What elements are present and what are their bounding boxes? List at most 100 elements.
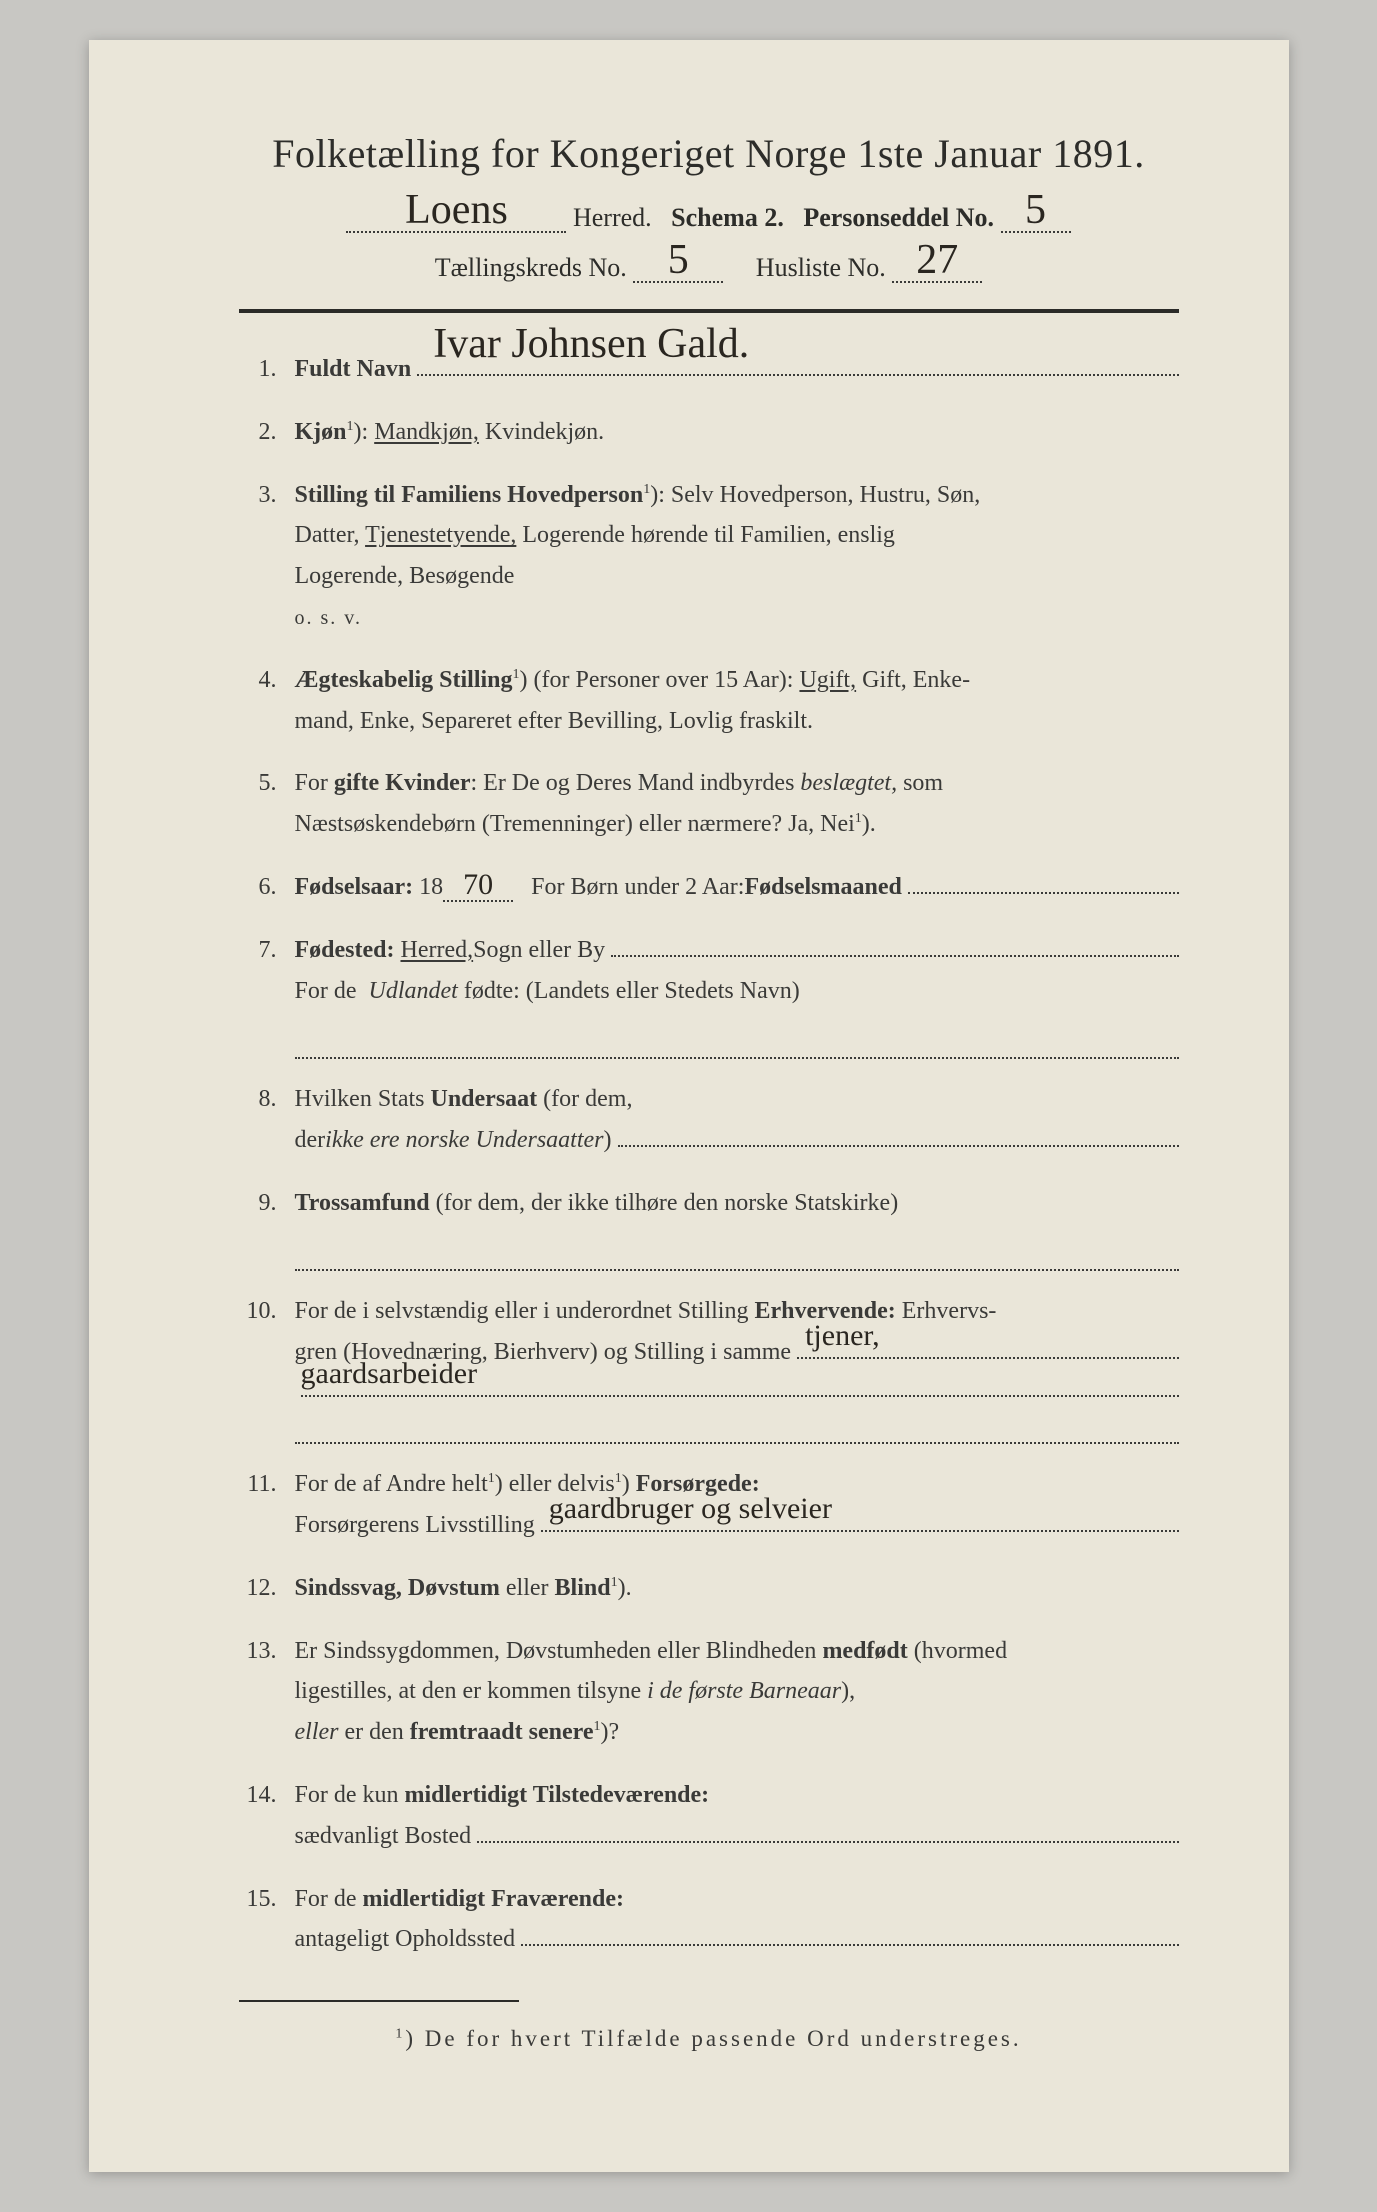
item-3-line2b: Logerende hørende til Familien, enslig <box>516 522 895 548</box>
item-3-rest1: Selv Hovedperson, Hustru, Søn, <box>671 482 980 508</box>
item-5-bold: gifte Kvinder <box>334 770 471 796</box>
item-5-ital: beslægtet, <box>800 770 897 796</box>
item-7-ital: Udlandet <box>369 978 458 1004</box>
divider-thin <box>239 2000 519 2002</box>
census-form-page: Folketælling for Kongeriget Norge 1ste J… <box>89 40 1289 2172</box>
item-14-bold: midlertidigt Tilstedeværende: <box>405 1782 710 1808</box>
sup-1: 1 <box>855 811 862 826</box>
item-7-line2a: For de <box>295 978 363 1004</box>
item-8-bold: Undersaat <box>431 1086 538 1112</box>
item-2: 2. Kjøn1): Mandkjøn, Kvindekjøn. <box>239 412 1179 453</box>
item-15: 15. For de midlertidigt Fraværende: anta… <box>239 1879 1179 1961</box>
item-num: 5. <box>239 763 295 804</box>
item-3-line2a: Datter, <box>295 522 366 548</box>
item-13-bold1: medfødt <box>822 1638 907 1664</box>
sup-1: 1 <box>513 667 520 682</box>
opt-kvindekjon: Kvindekjøn. <box>485 419 604 445</box>
opt-ugift: Ugift, <box>799 667 856 693</box>
personseddel-no-hw: 5 <box>1019 189 1052 231</box>
item-12-bold2: Blind <box>555 1575 611 1601</box>
item-4-label: Ægteskabelig Stilling <box>295 667 513 693</box>
kreds-no-hw: 5 <box>662 239 695 281</box>
item-num: 13. <box>239 1631 295 1672</box>
item-13-ital: i de første Barneaar <box>647 1678 841 1704</box>
footnote: 1) De for hvert Tilfælde passende Ord un… <box>239 2026 1179 2052</box>
item-4-line2: mand, Enke, Separeret efter Bevilling, L… <box>295 708 814 734</box>
item-7-rest: Sogn eller By <box>473 930 605 971</box>
item-13-line1b: (hvormed <box>908 1638 1007 1664</box>
item-6-bold2: Fødselsmaaned <box>744 867 901 908</box>
item-13-line2b: ), <box>841 1678 855 1704</box>
item-9-blank-line <box>295 1245 1179 1271</box>
item-11-line2: Forsørgerens Livsstilling <box>295 1505 535 1546</box>
item-13-line3a: eller <box>295 1719 339 1745</box>
opt-mandkjon: Mandkjøn, <box>374 419 479 445</box>
sup-1: 1 <box>488 1471 495 1486</box>
item-num: 11. <box>239 1464 295 1505</box>
form-items: 1. Fuldt Navn Ivar Johnsen Gald. 2. Kjøn… <box>239 349 1179 1960</box>
item-3: 3. Stilling til Familiens Hovedperson1):… <box>239 475 1179 638</box>
sup-1: 1 <box>347 419 354 434</box>
item-num: 12. <box>239 1568 295 1609</box>
item-7-blank-line <box>295 1033 1179 1059</box>
item-num: 14. <box>239 1775 295 1816</box>
item-4: 4. Ægteskabelig Stilling1) (for Personer… <box>239 660 1179 742</box>
item-5-end: ). <box>862 811 876 837</box>
schema-label: Schema 2. <box>671 203 784 232</box>
item-8-line1a: Hvilken Stats <box>295 1086 431 1112</box>
item-12: 12. Sindssvag, Døvstum eller Blind1). <box>239 1568 1179 1609</box>
personseddel-label: Personseddel No. <box>803 203 994 232</box>
header-line-2: Loens Herred. Schema 2. Personseddel No.… <box>239 189 1179 233</box>
item-14-line1a: For de kun <box>295 1782 405 1808</box>
item-num: 3. <box>239 475 295 516</box>
husliste-label: Husliste No. <box>756 253 886 282</box>
footnote-text: ) De for hvert Tilfælde passende Ord und… <box>405 2026 1021 2051</box>
item-num: 2. <box>239 412 295 453</box>
item-5-lead: For <box>295 770 334 796</box>
item-15-line2: antageligt Opholdssted <box>295 1919 516 1960</box>
item-10-hw1: tjener, <box>805 1310 880 1361</box>
item-5: 5. For gifte Kvinder: Er De og Deres Man… <box>239 763 1179 845</box>
footnote-sup: 1 <box>395 2026 405 2041</box>
item-3-label: Stilling til Familiens Hovedperson <box>295 482 644 508</box>
item-10-line1b: Erhvervs- <box>896 1298 997 1324</box>
colon: ): <box>354 419 369 445</box>
item-4-paren: ) (for Personer over 15 Aar): <box>520 667 794 693</box>
header-line-3: Tællingskreds No. 5 Husliste No. 27 <box>239 239 1179 283</box>
item-10-line1a: For de i selvstændig eller i underordnet… <box>295 1298 755 1324</box>
item-2-label: Kjøn <box>295 419 347 445</box>
item-13-bold2: fremtraadt senere <box>410 1719 594 1745</box>
item-5-rest1: : Er De og Deres Mand indbyrdes <box>470 770 800 796</box>
item-num: 1. <box>239 349 295 390</box>
item-12-bold: Sindssvag, Døvstum <box>295 1575 500 1601</box>
item-6-label: Fødselsaar: <box>295 867 414 908</box>
item-9: 9. Trossamfund (for dem, der ikke tilhør… <box>239 1183 1179 1224</box>
main-title: Folketælling for Kongeriget Norge 1ste J… <box>239 130 1179 177</box>
item-num: 4. <box>239 660 295 701</box>
item-15-bold: midlertidigt Fraværende: <box>363 1886 625 1912</box>
item-13: 13. Er Sindssygdommen, Døvstumheden elle… <box>239 1631 1179 1753</box>
item-11-hw: gaardbruger og selveier <box>549 1483 832 1534</box>
item-13-line1a: Er Sindssygdommen, Døvstumheden eller Bl… <box>295 1638 823 1664</box>
item-3-line3: Logerende, Besøgende <box>295 563 515 589</box>
colon: ): <box>650 482 665 508</box>
osv: o. s. v. <box>295 607 362 629</box>
item-13-end: )? <box>600 1719 619 1745</box>
item-6: 6. Fødselsaar: 1870 For Børn under 2 Aar… <box>239 867 1179 908</box>
item-13-line2a: ligestilles, at den er kommen tilsyne <box>295 1678 648 1704</box>
item-num: 9. <box>239 1183 295 1224</box>
herred-label: Herred. <box>573 203 652 232</box>
item-9-bold: Trossamfund <box>295 1190 430 1216</box>
item-14: 14. For de kun midlertidigt Tilstedevære… <box>239 1775 1179 1857</box>
item-10-blank-line <box>295 1419 1179 1445</box>
item-4-rest1: Gift, Enke- <box>856 667 970 693</box>
item-11: 11. For de af Andre helt1) eller delvis1… <box>239 1464 1179 1546</box>
item-7: 7. Fødested: Herred, Sogn eller By For d… <box>239 930 1179 1012</box>
item-9-rest: (for dem, der ikke tilhøre den norske St… <box>430 1190 899 1216</box>
item-8-line1b: (for dem, <box>537 1086 632 1112</box>
item-15-line1a: For de <box>295 1886 363 1912</box>
item-num: 6. <box>239 867 295 908</box>
item-10-hw2: gaardsarbeider <box>301 1348 478 1399</box>
kreds-label: Tællingskreds No. <box>435 253 627 282</box>
item-10: 10. For de i selvstændig eller i underor… <box>239 1291 1179 1397</box>
